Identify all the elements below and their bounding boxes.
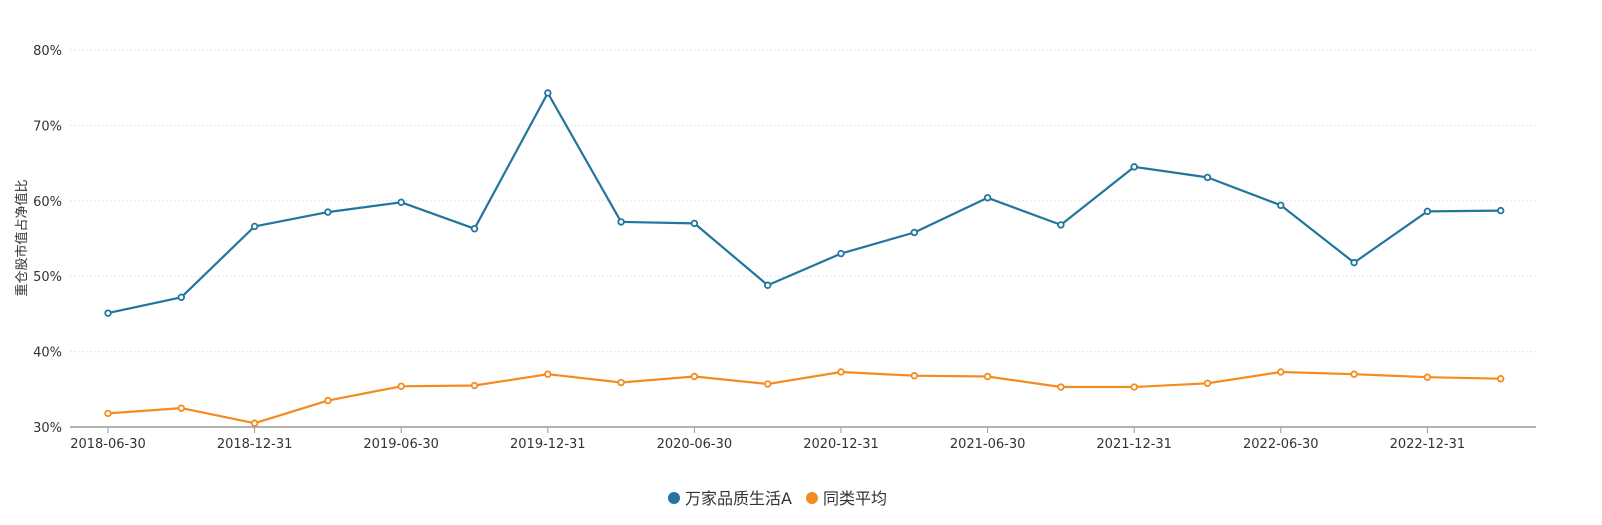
x-tick-label: 2020-12-31 (803, 437, 879, 452)
y-tick-label: 60% (33, 195, 62, 210)
legend-item-2[interactable]: 同类平均 (805, 489, 887, 508)
data-point[interactable] (1423, 373, 1432, 381)
axes: 30% 40% 50% 60% 70% 80% 2018-06-30 2018-12-31 20… (33, 44, 1536, 452)
data-point[interactable] (690, 372, 699, 381)
data-point[interactable] (104, 309, 112, 317)
data-point[interactable] (250, 419, 259, 427)
legend-label: 万家品质生活A (685, 489, 792, 508)
x-tick-label: 2021-12-31 (1096, 437, 1172, 452)
x-tick-label: 2022-12-31 (1390, 437, 1466, 452)
data-point[interactable] (1350, 258, 1358, 267)
data-point[interactable] (1277, 368, 1285, 376)
data-point[interactable] (1496, 206, 1505, 215)
x-tick-label: 2018-12-31 (217, 437, 293, 452)
data-point[interactable] (1203, 173, 1212, 182)
y-axis-label: 重仓股市值占净值比 (14, 179, 30, 296)
gridlines (70, 49, 1536, 353)
data-point[interactable] (177, 404, 185, 412)
series-line (107, 370, 1501, 425)
data-point[interactable] (910, 228, 918, 237)
y-tick-label: 50% (33, 270, 62, 285)
series-2 (104, 368, 1505, 427)
data-point[interactable] (1350, 370, 1358, 378)
data-point[interactable] (544, 370, 552, 378)
data-point[interactable] (764, 380, 772, 388)
data-point[interactable] (1057, 221, 1065, 229)
legend[interactable]: 万家品质生活A 同类平均 (668, 489, 887, 508)
y-tick-label: 80% (33, 44, 62, 59)
series-line (107, 91, 1501, 315)
legend-marker (668, 492, 680, 504)
legend-label: 同类平均 (823, 489, 887, 508)
data-point[interactable] (250, 222, 259, 231)
y-tick-label: 70% (33, 119, 62, 134)
data-point[interactable] (324, 208, 332, 216)
data-point[interactable] (1496, 375, 1505, 383)
data-point[interactable] (983, 372, 992, 381)
x-tick-label: 2021-06-30 (950, 437, 1026, 452)
data-point[interactable] (177, 293, 185, 302)
data-point[interactable] (1057, 383, 1065, 391)
x-tick-label: 2020-06-30 (657, 437, 733, 452)
data-point[interactable] (544, 89, 552, 97)
data-point[interactable] (104, 409, 112, 418)
data-point[interactable] (617, 378, 625, 387)
y-tick-label: 40% (33, 346, 62, 361)
data-point[interactable] (397, 198, 405, 207)
series-1 (104, 89, 1505, 317)
legend-item-1[interactable]: 万家品质生活A (668, 489, 792, 508)
x-tick-label: 2022-06-30 (1243, 437, 1319, 452)
data-point[interactable] (1130, 163, 1138, 171)
data-point[interactable] (1423, 207, 1432, 216)
x-tick-label: 2018-06-30 (70, 437, 146, 452)
data-point[interactable] (470, 224, 479, 233)
data-point[interactable] (764, 281, 772, 289)
data-point[interactable] (470, 381, 479, 390)
data-point[interactable] (397, 382, 405, 390)
x-tick-label: 2019-12-31 (510, 437, 586, 452)
data-point[interactable] (690, 219, 699, 228)
data-point[interactable] (324, 396, 332, 405)
data-point[interactable] (983, 194, 992, 202)
data-point[interactable] (910, 372, 918, 380)
data-point[interactable] (1130, 383, 1138, 391)
data-point[interactable] (1277, 201, 1285, 210)
data-point[interactable] (1203, 379, 1212, 387)
x-tick-label: 2019-06-30 (363, 437, 439, 452)
data-point[interactable] (617, 218, 625, 226)
data-point[interactable] (837, 368, 845, 376)
legend-marker (805, 492, 818, 504)
y-tick-label: 30% (33, 421, 62, 436)
series-lines (104, 89, 1505, 427)
data-point[interactable] (837, 249, 845, 258)
